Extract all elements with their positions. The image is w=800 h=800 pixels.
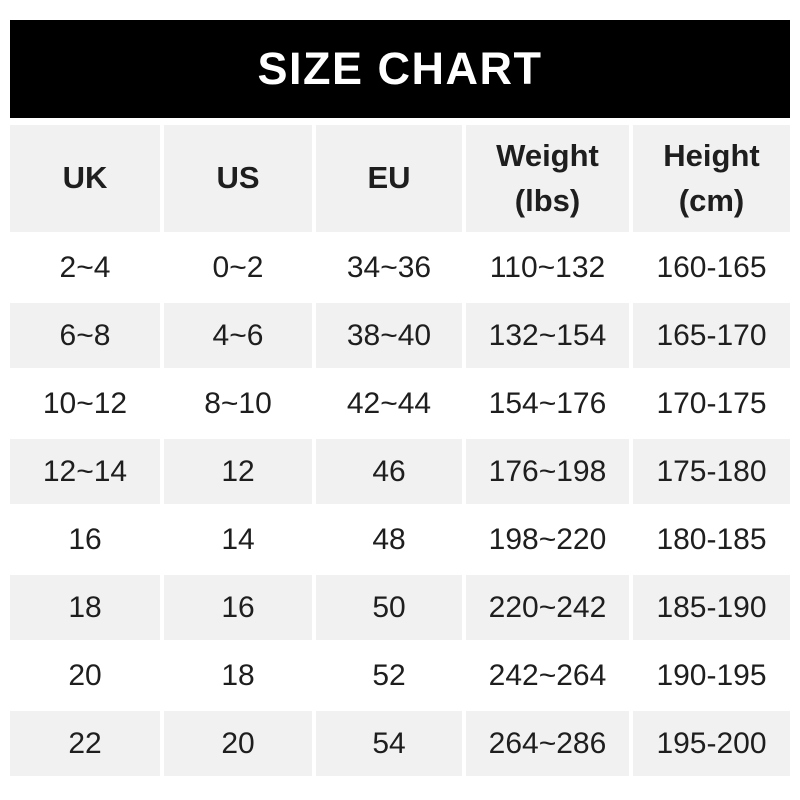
- table-cell: 165-170: [633, 303, 790, 368]
- table-cell: 264~286: [466, 711, 629, 776]
- table-cell: 220~242: [466, 575, 629, 640]
- table-cell: 195-200: [633, 711, 790, 776]
- table-cell: 4~6: [164, 303, 312, 368]
- table-cell: 175-180: [633, 439, 790, 504]
- table-cell: 18: [164, 643, 312, 708]
- table-cell: 0~2: [164, 235, 312, 300]
- table-cell: 48: [316, 507, 462, 572]
- table-cell: 50: [316, 575, 462, 640]
- table-cell: 12~14: [10, 439, 160, 504]
- table-cell: 242~264: [466, 643, 629, 708]
- page-title: SIZE CHART: [257, 43, 543, 94]
- table-cell: 170-175: [633, 371, 790, 436]
- table-cell: 6~8: [10, 303, 160, 368]
- column-header-us: US: [164, 125, 312, 232]
- table-cell: 154~176: [466, 371, 629, 436]
- table-cell: 2~4: [10, 235, 160, 300]
- table-cell: 16: [10, 507, 160, 572]
- table-cell: 20: [164, 711, 312, 776]
- title-banner: SIZE CHART: [10, 20, 790, 118]
- table-cell: 34~36: [316, 235, 462, 300]
- table-cell: 46: [316, 439, 462, 504]
- table-cell: 8~10: [164, 371, 312, 436]
- table-cell: 176~198: [466, 439, 629, 504]
- table-cell: 52: [316, 643, 462, 708]
- table-cell: 18: [10, 575, 160, 640]
- table-cell: 160-165: [633, 235, 790, 300]
- table-cell: 180-185: [633, 507, 790, 572]
- table-cell: 42~44: [316, 371, 462, 436]
- table-cell: 185-190: [633, 575, 790, 640]
- table-cell: 16: [164, 575, 312, 640]
- table-cell: 22: [10, 711, 160, 776]
- table-cell: 38~40: [316, 303, 462, 368]
- column-header-eu: EU: [316, 125, 462, 232]
- table-cell: 54: [316, 711, 462, 776]
- table-cell: 110~132: [466, 235, 629, 300]
- column-header-uk: UK: [10, 125, 160, 232]
- column-header-weight: Weight (lbs): [466, 125, 629, 232]
- table-cell: 190-195: [633, 643, 790, 708]
- table-cell: 10~12: [10, 371, 160, 436]
- table-cell: 198~220: [466, 507, 629, 572]
- table-cell: 12: [164, 439, 312, 504]
- column-header-height: Height (cm): [633, 125, 790, 232]
- table-cell: 132~154: [466, 303, 629, 368]
- table-cell: 20: [10, 643, 160, 708]
- size-table: UK US EU Weight (lbs) Height (cm) 2~4 0~…: [10, 125, 790, 776]
- table-cell: 14: [164, 507, 312, 572]
